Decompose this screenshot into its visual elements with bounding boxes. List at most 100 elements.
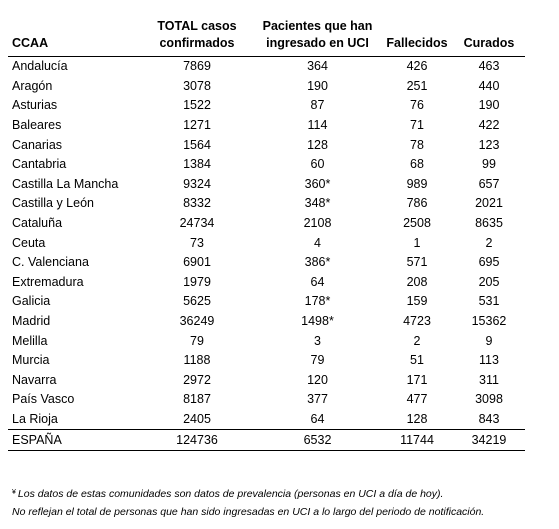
table-row: Baleares 1271 114 71 422 xyxy=(8,116,525,136)
table-row: Melilla 79 3 2 9 xyxy=(8,331,525,351)
table-row: Murcia 1188 79 51 113 xyxy=(8,351,525,371)
cell-curados: 657 xyxy=(478,176,500,191)
cell-curados: 190 xyxy=(478,98,500,113)
table-row: Ceuta 73 4 1 2 xyxy=(8,233,525,253)
table-row: Extremadura 1979 64 208 205 xyxy=(8,273,525,293)
cell-curados: 422 xyxy=(478,118,500,133)
cell-total-casos: 1271 xyxy=(183,118,211,133)
cell-fallecidos: 68 xyxy=(410,157,424,172)
cell-curados: 440 xyxy=(478,78,500,93)
total-casos: 124736 xyxy=(176,432,218,447)
cell-curados: 15362 xyxy=(471,314,507,329)
cell-uci: 79 xyxy=(310,353,325,368)
cell-uci: 3 xyxy=(314,333,321,348)
cell-uci: 128 xyxy=(307,137,328,152)
cell-fallecidos: 989 xyxy=(406,176,428,191)
cell-ccaa: Cantabria xyxy=(12,157,67,172)
cell-curados: 311 xyxy=(479,372,499,387)
cell-total-casos: 79 xyxy=(190,333,204,348)
cell-curados: 843 xyxy=(478,411,500,426)
cell-curados: 99 xyxy=(482,157,496,172)
cell-total-casos: 9324 xyxy=(183,176,211,191)
header-curados: Curados xyxy=(463,36,515,50)
table-row: Castilla y León 8332 348* 786 2021 xyxy=(8,194,525,214)
table-row: Madrid 36249 1498* 4723 15362 xyxy=(8,312,525,332)
cell-uci: 60 xyxy=(310,157,325,172)
cell-uci: 114 xyxy=(307,118,328,133)
total-curados: 34219 xyxy=(471,432,507,447)
cell-fallecidos: 76 xyxy=(410,98,424,113)
cell-fallecidos: 571 xyxy=(406,255,428,270)
cell-ccaa: Baleares xyxy=(12,118,62,133)
cell-uci: 364 xyxy=(307,59,328,74)
cell-ccaa: Castilla La Mancha xyxy=(12,176,119,191)
cell-fallecidos: 2508 xyxy=(403,216,431,231)
table-row: Asturias 1522 87 76 190 xyxy=(8,96,525,116)
cell-fallecidos: 4723 xyxy=(403,314,431,329)
cell-fallecidos: 71 xyxy=(410,118,424,133)
cell-uci: 1498* xyxy=(301,314,334,329)
cell-total-casos: 1384 xyxy=(183,157,211,172)
cell-curados: 2 xyxy=(485,235,493,250)
cell-curados: 113 xyxy=(479,353,499,368)
table-row: Canarias 1564 128 78 123 xyxy=(8,135,525,155)
cell-uci: 377 xyxy=(307,392,328,407)
cell-curados: 531 xyxy=(478,294,500,309)
footnote-text-1: Los datos de estas comunidades son datos… xyxy=(17,488,444,500)
table-row: Galicia 5625 178* 159 531 xyxy=(8,292,525,312)
cell-uci: 4 xyxy=(314,235,321,250)
cell-curados: 205 xyxy=(478,274,500,289)
cell-fallecidos: 128 xyxy=(406,411,428,426)
cell-ccaa: Extremadura xyxy=(12,274,84,289)
cell-uci: 386* xyxy=(304,255,331,270)
cell-curados: 123 xyxy=(478,137,500,152)
footnote-line-1: ¥ Los datos de estas comunidades son dato… xyxy=(12,485,484,503)
cell-fallecidos: 251 xyxy=(406,78,428,93)
cell-total-casos: 36249 xyxy=(179,314,215,329)
cell-curados: 463 xyxy=(478,59,500,74)
cell-total-casos: 24734 xyxy=(179,216,215,231)
covid-cases-table: CCAA TOTAL casos confirmados Pacientes q… xyxy=(8,18,525,451)
cell-uci: 64 xyxy=(310,411,325,426)
cell-uci: 190 xyxy=(307,78,328,93)
cell-total-casos: 1188 xyxy=(183,353,211,368)
cell-fallecidos: 159 xyxy=(406,294,428,309)
cell-total-casos: 2972 xyxy=(183,372,211,387)
table-row: Cataluña 24734 2108 2508 8635 xyxy=(8,214,525,234)
cell-fallecidos: 477 xyxy=(406,392,428,407)
cell-total-casos: 73 xyxy=(190,235,204,250)
cell-total-casos: 5625 xyxy=(183,294,211,309)
cell-fallecidos: 1 xyxy=(413,235,421,250)
cell-fallecidos: 786 xyxy=(406,196,428,211)
cell-ccaa: País Vasco xyxy=(12,392,75,407)
cell-total-casos: 1522 xyxy=(183,98,211,113)
cell-fallecidos: 171 xyxy=(406,372,428,387)
cell-total-casos: 7869 xyxy=(183,59,211,74)
table-row: Aragón 3078 190 251 440 xyxy=(8,77,525,97)
total-uci: 6532 xyxy=(303,432,332,447)
cell-curados: 8635 xyxy=(475,216,503,231)
table-row: País Vasco 8187 377 477 3098 xyxy=(8,390,525,410)
total-label: ESPAÑA xyxy=(12,432,62,447)
header-pacientes-uci: Pacientes que han ingresado en UCI xyxy=(262,19,373,50)
cell-fallecidos: 78 xyxy=(410,137,424,152)
footnote: ¥ Los datos de estas comunidades son dato… xyxy=(12,485,484,521)
cell-fallecidos: 208 xyxy=(406,274,428,289)
cell-curados: 3098 xyxy=(475,392,503,407)
cell-total-casos: 1979 xyxy=(183,274,211,289)
table-row: La Rioja 2405 64 128 843 xyxy=(8,410,525,430)
cell-uci: 87 xyxy=(310,98,325,113)
cell-uci: 348* xyxy=(304,196,331,211)
cell-ccaa: La Rioja xyxy=(12,411,58,426)
header-total-casos: TOTAL casos confirmados xyxy=(157,19,237,50)
header-row: CCAA TOTAL casos confirmados Pacientes q… xyxy=(8,18,525,57)
cell-curados: 695 xyxy=(478,255,500,270)
cell-uci: 178* xyxy=(304,294,331,309)
cell-ccaa: Navarra xyxy=(12,372,57,387)
cell-ccaa: Andalucía xyxy=(12,59,68,74)
cell-uci: 360* xyxy=(304,176,331,191)
cell-ccaa: Asturias xyxy=(12,98,58,113)
cell-total-casos: 8332 xyxy=(183,196,211,211)
cell-ccaa: Melilla xyxy=(12,333,48,348)
table-row: C. Valenciana 6901 386* 571 695 xyxy=(8,253,525,273)
